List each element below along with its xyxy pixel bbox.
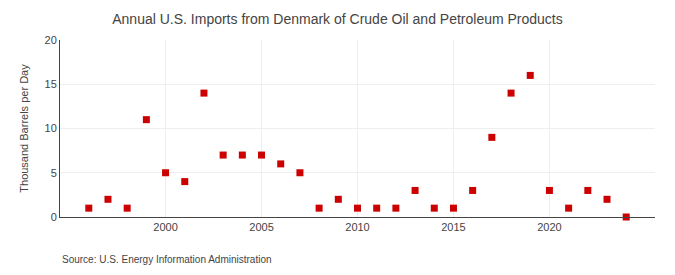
svg-text:10: 10 — [45, 122, 57, 134]
svg-text:0: 0 — [51, 211, 57, 223]
svg-text:15: 15 — [45, 78, 57, 90]
svg-text:2020: 2020 — [537, 221, 561, 233]
svg-text:2015: 2015 — [441, 221, 465, 233]
svg-text:Thousand Barrels per Day: Thousand Barrels per Day — [18, 64, 30, 193]
svg-text:2010: 2010 — [345, 221, 369, 233]
svg-text:20: 20 — [45, 34, 57, 46]
svg-text:Source: U.S. Energy Informatio: Source: U.S. Energy Information Administ… — [62, 254, 272, 265]
svg-text:Annual U.S. Imports from Denma: Annual U.S. Imports from Denmark of Crud… — [112, 11, 563, 27]
svg-text:2000: 2000 — [153, 221, 177, 233]
svg-text:5: 5 — [51, 167, 57, 179]
svg-text:2005: 2005 — [249, 221, 273, 233]
